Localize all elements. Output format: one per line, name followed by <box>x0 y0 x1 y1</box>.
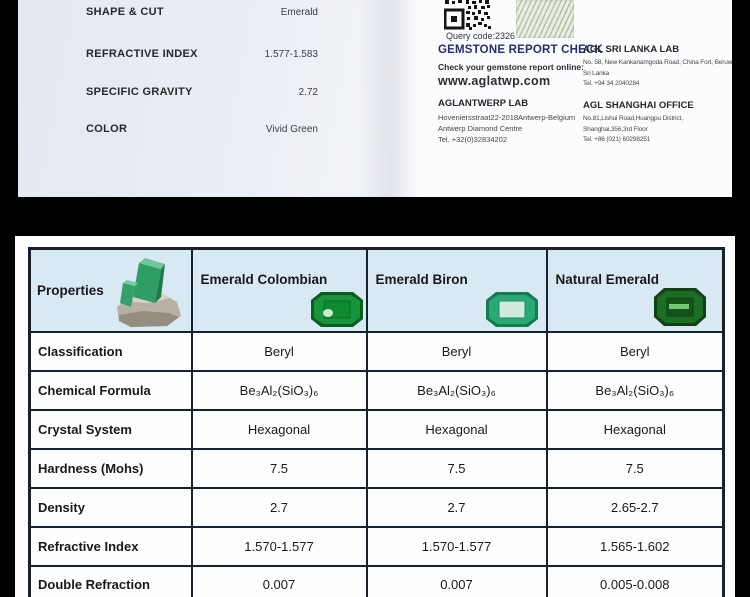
value-cell: Be₃Al₂(SiO₃)₆ <box>545 369 725 411</box>
cert-field-value: Vivid Green <box>265 124 318 135</box>
value-cell: Be₃Al₂(SiO₃)₆ <box>365 369 548 411</box>
column-label: Emerald Biron <box>375 272 468 287</box>
properties-label: Properties <box>37 282 104 298</box>
cert-field-label: SPECIFIC GRAVITY <box>86 86 193 98</box>
property-cell: Double Refraction <box>28 564 193 597</box>
lab-shanghai: AGL SHANGHAI OFFICE No.81,Lishui Road,Hu… <box>583 100 732 146</box>
lab-address-line: Antwerp Diamond Centre <box>438 124 523 133</box>
lab-sri-lanka: AGL SRI LANKA LAB No. 58, New Kankanamgo… <box>583 44 732 90</box>
column-label: Emerald Colombian <box>200 272 328 287</box>
comparison-table-panel: Properties <box>15 236 735 597</box>
cert-field-refractive-index: REFRACTIVE INDEX 1.577-1.583 <box>86 48 318 60</box>
lab-name: AGL SHANGHAI OFFICE <box>583 100 694 111</box>
value-cell: 7.5 <box>545 447 725 489</box>
value-cell: 2.7 <box>365 486 548 528</box>
cert-field-shape: SHAPE & CUT Emerald <box>86 6 318 18</box>
table-row-refractive-index: Refractive Index 1.570-1.577 1.570-1.577… <box>28 525 725 567</box>
value-cell: 0.005-0.008 <box>545 564 725 597</box>
lab-phone: Tel. +32(0)32834202 <box>438 135 508 144</box>
property-cell: Chemical Formula <box>28 369 193 411</box>
value-cell: 1.570-1.577 <box>190 525 368 567</box>
cert-field-value: 1.577-1.583 <box>264 49 318 60</box>
property-cell: Classification <box>28 330 193 372</box>
cert-field-color: COLOR Vivid Green <box>86 123 318 135</box>
report-check-instruction: Check your gemstone report online: <box>438 62 584 72</box>
value-cell: 0.007 <box>190 564 368 597</box>
value-cell: Beryl <box>190 330 368 372</box>
cert-field-value: 2.72 <box>298 87 318 98</box>
table-header-row: Properties <box>28 247 725 333</box>
raw-emerald-crystal-icon <box>109 257 185 332</box>
value-cell: 7.5 <box>365 447 548 489</box>
lab-address-line: Shanghai,356,3rd Floor <box>583 125 648 133</box>
certificate-paper-left <box>18 0 387 197</box>
property-cell: Density <box>28 486 193 528</box>
report-check-title: GEMSTONE REPORT CHECK <box>438 44 604 56</box>
value-cell: Be₃Al₂(SiO₃)₆ <box>190 369 368 411</box>
value-cell: 2.65-2.7 <box>545 486 725 528</box>
value-cell: Beryl <box>545 330 725 372</box>
value-cell: 7.5 <box>190 447 368 489</box>
table-header-natural-emerald: Natural Emerald <box>545 247 725 333</box>
value-cell: Hexagonal <box>545 408 725 450</box>
table-header-emerald-colombian: Emerald Colombian <box>190 247 368 333</box>
cert-field-label: REFRACTIVE INDEX <box>86 48 198 60</box>
table-row-hardness: Hardness (Mohs) 7.5 7.5 7.5 <box>28 447 725 489</box>
property-cell: Hardness (Mohs) <box>28 447 193 489</box>
value-cell: Hexagonal <box>190 408 368 450</box>
table-row-double-refraction: Double Refraction 0.007 0.007 0.005-0.00… <box>28 564 725 597</box>
table-header-emerald-biron: Emerald Biron <box>365 247 548 333</box>
property-cell: Crystal System <box>28 408 193 450</box>
lab-phone: Tel. +94 34 2040284 <box>583 80 640 87</box>
lab-address-line: Hoveniersstraat22-2018Antwerp-Belgium <box>438 113 576 122</box>
paper-fold-shade <box>358 0 418 197</box>
cert-field-label: COLOR <box>86 123 128 135</box>
value-cell: Hexagonal <box>365 408 548 450</box>
cert-field-specific-gravity: SPECIFIC GRAVITY 2.72 <box>86 86 318 98</box>
lab-address-line: Sri Lanka <box>583 69 610 77</box>
hologram-sticker-icon <box>516 0 574 38</box>
value-cell: Beryl <box>365 330 548 372</box>
emerald-biron-gem-icon <box>485 291 538 330</box>
lab-name: AGLANTWERP LAB <box>438 98 529 109</box>
cert-field-label: SHAPE & CUT <box>86 6 164 18</box>
table-row-density: Density 2.7 2.7 2.65-2.7 <box>28 486 725 528</box>
lab-antwerp: AGLANTWERP LAB Hoveniersstraat22-2018Ant… <box>438 98 608 145</box>
property-cell: Refractive Index <box>28 525 193 567</box>
table-header-properties: Properties <box>28 247 193 333</box>
report-check-url: www.aglatwp.com <box>438 74 551 88</box>
lab-address-line: No.81,Lishui Road,Huangpu District, <box>583 115 683 122</box>
lab-phone: Tel. +86 (021) 60298251 <box>583 136 651 143</box>
natural-emerald-gem-icon <box>653 287 706 329</box>
value-cell: 2.7 <box>190 486 368 528</box>
table-row-chemical-formula: Chemical Formula Be₃Al₂(SiO₃)₆ Be₃Al₂(Si… <box>28 369 725 411</box>
table-row-crystal-system: Crystal System Hexagonal Hexagonal Hexag… <box>28 408 725 450</box>
lab-name: AGL SRI LANKA LAB <box>583 44 680 55</box>
value-cell: 1.565-1.602 <box>545 525 725 567</box>
value-cell: 1.570-1.577 <box>365 525 548 567</box>
cert-field-value: Emerald <box>280 7 318 18</box>
column-label: Natural Emerald <box>555 272 660 287</box>
lab-address-line: No. 58, New Kankanamgoda Road, China For… <box>583 59 732 66</box>
gemstone-certificate-photo: SHAPE & CUT Emerald REFRACTIVE INDEX 1.5… <box>18 0 732 197</box>
value-cell: 0.007 <box>365 564 548 597</box>
query-code: Query code:2326 <box>446 31 516 41</box>
table-row-classification: Classification Beryl Beryl Beryl <box>28 330 725 372</box>
qr-code-icon <box>443 0 491 30</box>
emerald-colombian-gem-icon <box>310 291 363 330</box>
emerald-comparison-table: Properties <box>28 247 725 597</box>
